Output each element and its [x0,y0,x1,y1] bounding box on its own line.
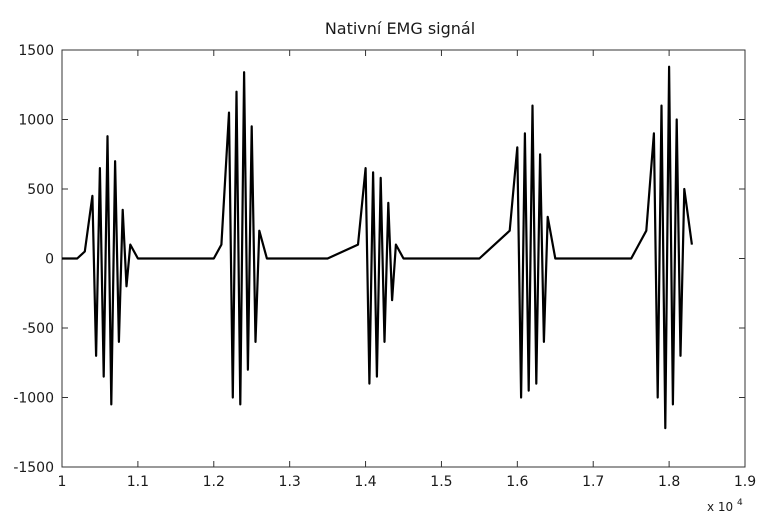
x-tick-label: 1.6 [506,474,528,490]
y-tick-label: 0 [45,252,54,268]
x-tick-label: 1.8 [658,474,680,490]
y-tick-label: -500 [22,321,54,337]
chart-title: Nativní EMG signál [325,19,475,38]
axis-ticks [61,49,746,468]
x-tick-label: 1.7 [582,474,604,490]
y-tick-label: -1500 [13,460,54,476]
y-tick-label: 1000 [18,113,54,129]
x-tick-label: 1.2 [203,474,225,490]
x-tick-label: 1.5 [430,474,452,490]
axis-tick-labels: 1 1.1 1.2 1.3 1.4 1.5 1.6 1.7 1.8 1.9 1500 1000 500 0… [13,43,756,490]
x-tick-label: 1.9 [734,474,756,490]
y-tick-label: 1500 [18,43,54,59]
x-tick-label: 1.3 [279,474,301,490]
emg-signal-line [62,65,693,430]
x-axis-multiplier: x 10 4 [707,498,743,514]
x-tick-label: 1 [58,474,67,490]
x-tick-label: 1.1 [127,474,149,490]
x-axis-multiplier-exponent: 4 [737,498,743,508]
y-tick-label: 500 [27,182,54,198]
y-tick-label: -1000 [13,391,54,407]
x-tick-label: 1.4 [354,474,376,490]
x-axis-multiplier-base: x 10 [707,500,733,514]
